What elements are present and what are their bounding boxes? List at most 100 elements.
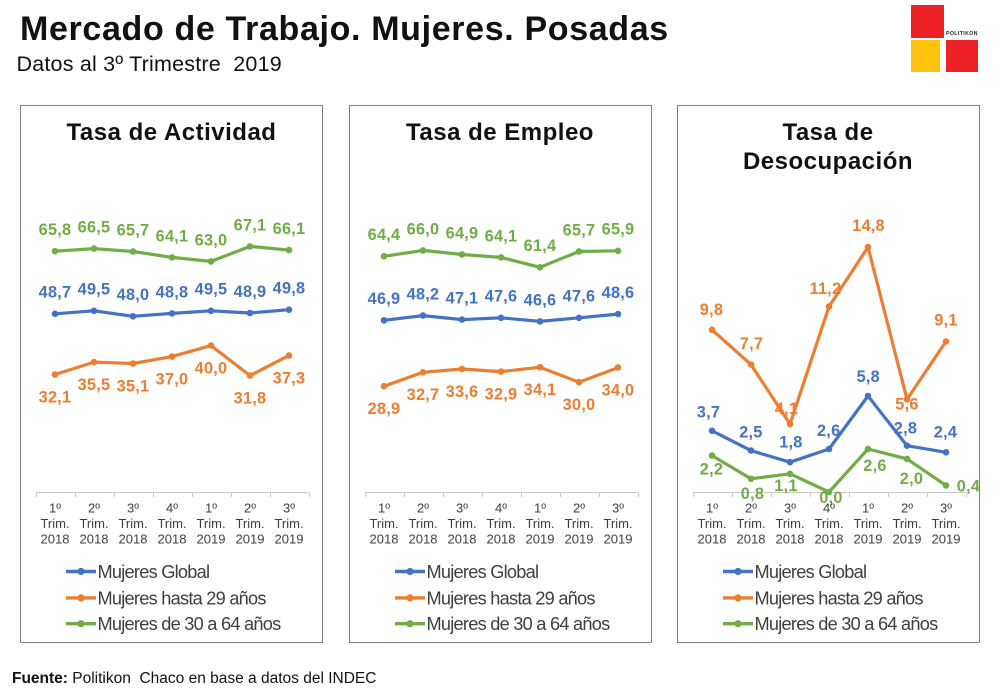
svg-text:46,6: 46,6 [523, 291, 556, 309]
svg-text:Mujeres Global: Mujeres Global [754, 562, 866, 582]
svg-text:Trim.: Trim. [853, 516, 882, 531]
svg-text:14,8: 14,8 [852, 217, 885, 235]
svg-text:3º: 3º [456, 500, 468, 515]
svg-text:49,8: 49,8 [273, 280, 306, 298]
svg-text:Mujeres hasta 29 años: Mujeres hasta 29 años [98, 588, 267, 608]
svg-text:64,9: 64,9 [445, 224, 478, 242]
svg-text:9,8: 9,8 [699, 301, 722, 319]
svg-text:Trim.: Trim. [447, 516, 476, 531]
svg-text:1º: 1º [205, 500, 217, 515]
svg-text:Trim.: Trim. [814, 516, 843, 531]
svg-text:48,8: 48,8 [156, 283, 189, 301]
svg-text:3º: 3º [612, 500, 624, 515]
svg-text:32,1: 32,1 [39, 388, 72, 406]
svg-text:28,9: 28,9 [367, 400, 400, 418]
svg-text:35,5: 35,5 [78, 376, 111, 394]
svg-text:1,8: 1,8 [779, 434, 802, 452]
svg-text:1º: 1º [862, 500, 874, 515]
svg-text:2019: 2019 [931, 531, 960, 546]
svg-text:Trim.: Trim. [603, 516, 632, 531]
svg-text:2019: 2019 [197, 531, 226, 546]
svg-text:Trim.: Trim. [157, 516, 186, 531]
svg-text:49,5: 49,5 [78, 281, 111, 299]
svg-text:65,7: 65,7 [117, 221, 150, 239]
svg-text:2º: 2º [573, 500, 585, 515]
svg-text:7,7: 7,7 [739, 335, 762, 353]
svg-text:Trim.: Trim. [736, 516, 765, 531]
svg-text:Mujeres Global: Mujeres Global [426, 562, 538, 582]
svg-text:4º: 4º [495, 500, 507, 515]
svg-text:2019: 2019 [603, 531, 632, 546]
svg-text:65,7: 65,7 [562, 221, 595, 239]
svg-text:65,8: 65,8 [39, 221, 72, 239]
svg-text:Trim.: Trim. [775, 516, 804, 531]
svg-text:2018: 2018 [447, 531, 476, 546]
svg-text:2018: 2018 [80, 531, 109, 546]
svg-text:2,2: 2,2 [699, 460, 722, 478]
svg-text:Trim.: Trim. [118, 516, 147, 531]
svg-text:5,6: 5,6 [895, 395, 918, 413]
svg-text:3º: 3º [283, 500, 295, 515]
svg-text:33,6: 33,6 [445, 383, 478, 401]
svg-text:2,8: 2,8 [893, 420, 916, 438]
svg-text:46,9: 46,9 [367, 290, 400, 308]
svg-text:Trim.: Trim. [40, 516, 69, 531]
svg-text:2018: 2018 [369, 531, 398, 546]
svg-text:37,0: 37,0 [156, 371, 189, 389]
svg-text:65,9: 65,9 [601, 221, 634, 239]
svg-text:Trim.: Trim. [408, 516, 437, 531]
svg-text:3º: 3º [940, 500, 952, 515]
svg-text:37,3: 37,3 [273, 369, 306, 387]
svg-text:1º: 1º [49, 500, 61, 515]
svg-text:67,1: 67,1 [234, 216, 267, 234]
svg-text:32,9: 32,9 [484, 386, 517, 404]
svg-text:2º: 2º [901, 500, 913, 515]
svg-text:1º: 1º [706, 500, 718, 515]
svg-text:2º: 2º [88, 500, 100, 515]
svg-text:2019: 2019 [525, 531, 554, 546]
svg-text:64,4: 64,4 [367, 226, 400, 244]
svg-text:0,8: 0,8 [740, 485, 763, 503]
svg-text:2018: 2018 [697, 531, 726, 546]
svg-text:5,8: 5,8 [856, 368, 879, 386]
svg-text:3,7: 3,7 [696, 404, 719, 422]
svg-text:48,6: 48,6 [601, 284, 634, 302]
svg-text:48,0: 48,0 [117, 286, 150, 304]
svg-text:2019: 2019 [236, 531, 265, 546]
svg-text:2018: 2018 [814, 531, 843, 546]
svg-text:48,2: 48,2 [406, 286, 439, 304]
svg-text:2,4: 2,4 [933, 423, 956, 441]
svg-text:2018: 2018 [775, 531, 804, 546]
svg-text:1º: 1º [378, 500, 390, 515]
svg-text:2018: 2018 [119, 531, 148, 546]
svg-text:2º: 2º [417, 500, 429, 515]
svg-text:4º: 4º [166, 500, 178, 515]
svg-text:Mujeres de 30 a 64 años: Mujeres de 30 a 64 años [426, 614, 610, 634]
svg-text:48,9: 48,9 [234, 283, 267, 301]
svg-text:Trim.: Trim. [931, 516, 960, 531]
svg-text:30,0: 30,0 [562, 396, 595, 414]
svg-text:3º: 3º [784, 500, 796, 515]
svg-text:49,5: 49,5 [195, 281, 228, 299]
svg-text:40,0: 40,0 [195, 360, 228, 378]
svg-text:2019: 2019 [892, 531, 921, 546]
svg-text:Mujeres Global: Mujeres Global [98, 562, 210, 582]
svg-text:2018: 2018 [736, 531, 765, 546]
svg-text:2,5: 2,5 [739, 424, 762, 442]
svg-text:66,5: 66,5 [78, 219, 111, 237]
svg-text:3º: 3º [127, 500, 139, 515]
svg-text:61,4: 61,4 [523, 237, 556, 255]
svg-text:47,1: 47,1 [445, 290, 478, 308]
svg-text:34,1: 34,1 [523, 381, 556, 399]
svg-text:34,0: 34,0 [601, 382, 634, 400]
svg-text:9,1: 9,1 [934, 311, 957, 329]
svg-text:Trim.: Trim. [235, 516, 264, 531]
svg-text:63,0: 63,0 [195, 231, 228, 249]
svg-text:1,1: 1,1 [774, 477, 797, 495]
svg-text:2º: 2º [745, 500, 757, 515]
svg-text:47,6: 47,6 [484, 288, 517, 306]
svg-text:47,6: 47,6 [562, 288, 595, 306]
svg-text:2019: 2019 [853, 531, 882, 546]
svg-text:Mujeres de 30 a 64 años: Mujeres de 30 a 64 años [98, 614, 282, 634]
svg-text:Trim.: Trim. [486, 516, 515, 531]
